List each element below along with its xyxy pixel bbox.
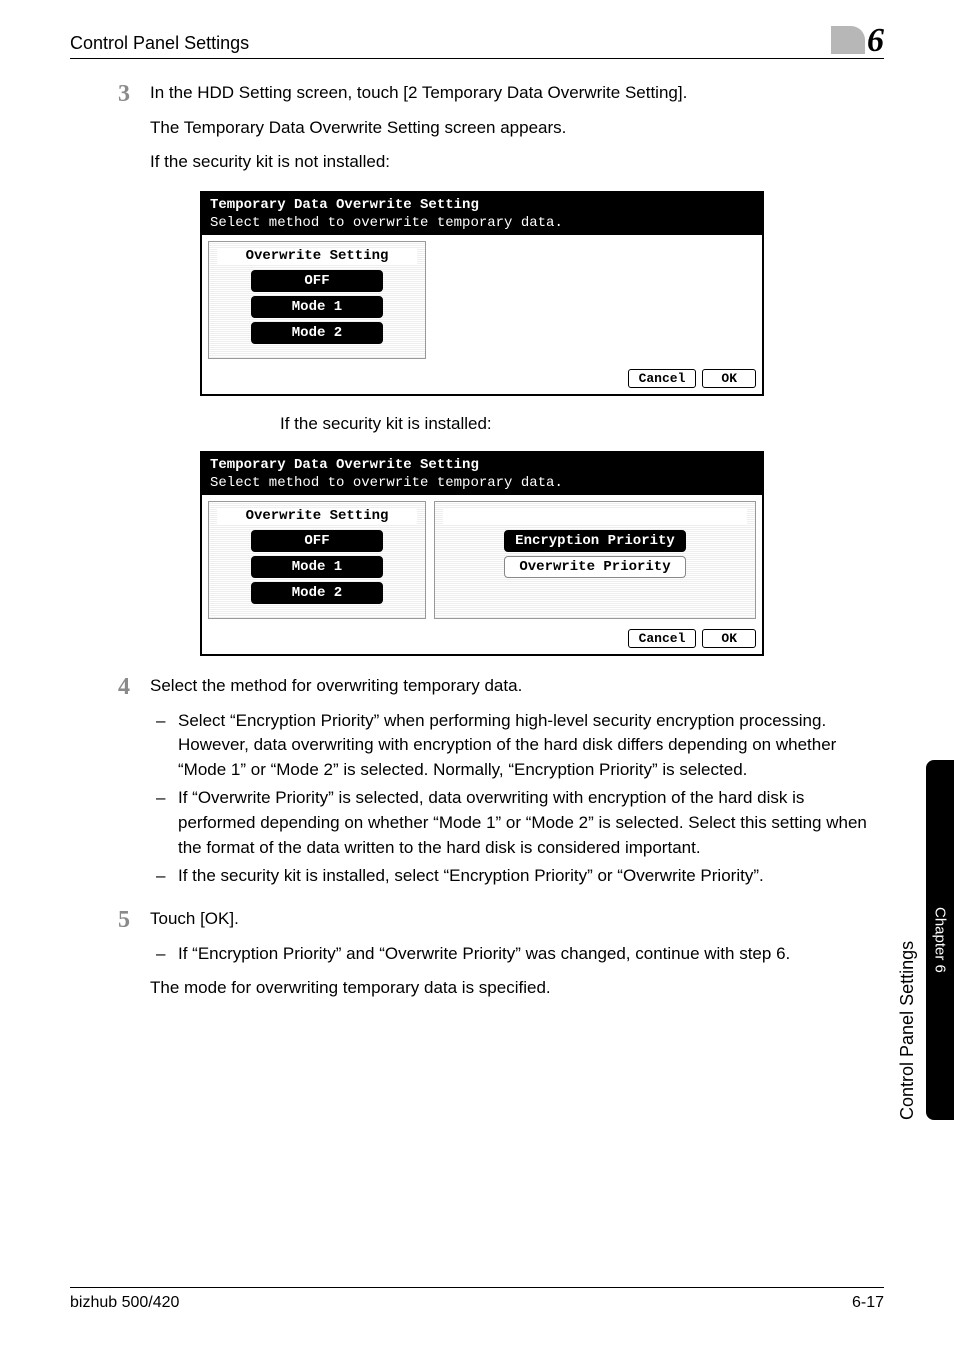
lcd-footer: Cancel OK xyxy=(202,625,762,654)
lcd-footer: Cancel OK xyxy=(202,365,762,394)
lcd-title: Temporary Data Overwrite Setting xyxy=(202,453,762,475)
step-number: 4 xyxy=(70,674,150,899)
group-title: Overwrite Setting xyxy=(217,508,417,524)
cancel-button[interactable]: Cancel xyxy=(628,629,697,648)
section-title: Control Panel Settings xyxy=(70,33,249,54)
lcd-subtitle: Select method to overwrite temporary dat… xyxy=(202,475,762,495)
lcd-title: Temporary Data Overwrite Setting xyxy=(202,193,762,215)
instruction-text: The mode for overwriting temporary data … xyxy=(150,976,884,1001)
side-tab-label: Chapter 6 xyxy=(932,907,949,973)
step-4: 4 Select the method for overwriting temp… xyxy=(70,674,884,899)
chapter-decoration xyxy=(831,26,865,54)
lcd-screenshot-1: Temporary Data Overwrite Setting Select … xyxy=(200,191,764,396)
step-body: Touch [OK]. If “Encryption Priority” and… xyxy=(150,907,884,1011)
step-3: 3 In the HDD Setting screen, touch [2 Te… xyxy=(70,81,884,185)
group-title xyxy=(443,508,747,524)
instruction-text: The Temporary Data Overwrite Setting scr… xyxy=(150,116,884,141)
footer-left: bizhub 500/420 xyxy=(70,1294,179,1312)
lcd-body: Overwrite Setting OFF Mode 1 Mode 2 xyxy=(202,235,762,365)
ok-button[interactable]: OK xyxy=(702,369,756,388)
bullet-item: Select “Encryption Priority” when perfor… xyxy=(178,709,884,783)
instruction-text: If the security kit is not installed: xyxy=(150,150,884,175)
lcd-subtitle: Select method to overwrite temporary dat… xyxy=(202,215,762,235)
bullet-item: If “Overwrite Priority” is selected, dat… xyxy=(178,786,884,860)
priority-group: Encryption Priority Overwrite Priority xyxy=(434,501,756,619)
off-button[interactable]: OFF xyxy=(251,270,383,292)
page-footer: bizhub 500/420 6-17 xyxy=(70,1287,884,1312)
instruction-text: Select the method for overwriting tempor… xyxy=(150,674,884,699)
cancel-button[interactable]: Cancel xyxy=(628,369,697,388)
off-button[interactable]: OFF xyxy=(251,530,383,552)
page-header: Control Panel Settings 6 xyxy=(70,24,884,59)
mode1-button[interactable]: Mode 1 xyxy=(251,556,383,578)
overwrite-setting-group: Overwrite Setting OFF Mode 1 Mode 2 xyxy=(208,241,426,359)
overwrite-priority-button[interactable]: Overwrite Priority xyxy=(504,556,686,578)
footer-right: 6-17 xyxy=(852,1294,884,1312)
step-body: In the HDD Setting screen, touch [2 Temp… xyxy=(150,81,884,185)
side-chapter-tab: Chapter 6 xyxy=(926,760,954,1120)
bullet-list: If “Encryption Priority” and “Overwrite … xyxy=(150,942,884,967)
lcd-spacer xyxy=(434,241,756,359)
step-number: 5 xyxy=(70,907,150,1011)
chapter-number: 6 xyxy=(867,24,884,58)
bullet-item: If the security kit is installed, select… xyxy=(178,864,884,889)
lcd-screenshot-2: Temporary Data Overwrite Setting Select … xyxy=(200,451,764,656)
step-number: 3 xyxy=(70,81,150,185)
mode2-button[interactable]: Mode 2 xyxy=(251,322,383,344)
encryption-priority-button[interactable]: Encryption Priority xyxy=(504,530,686,552)
overwrite-setting-group: Overwrite Setting OFF Mode 1 Mode 2 xyxy=(208,501,426,619)
mode1-button[interactable]: Mode 1 xyxy=(251,296,383,318)
instruction-text: Touch [OK]. xyxy=(150,907,884,932)
instruction-text: In the HDD Setting screen, touch [2 Temp… xyxy=(150,81,884,106)
ok-button[interactable]: OK xyxy=(702,629,756,648)
mode2-button[interactable]: Mode 2 xyxy=(251,582,383,604)
lcd-body: Overwrite Setting OFF Mode 1 Mode 2 Encr… xyxy=(202,495,762,625)
step-body: Select the method for overwriting tempor… xyxy=(150,674,884,899)
instruction-text: If the security kit is installed: xyxy=(280,414,884,434)
chapter-marker: 6 xyxy=(831,24,884,54)
group-title: Overwrite Setting xyxy=(217,248,417,264)
side-section-label: Control Panel Settings xyxy=(897,760,918,1120)
bullet-item: If “Encryption Priority” and “Overwrite … xyxy=(178,942,884,967)
bullet-list: Select “Encryption Priority” when perfor… xyxy=(150,709,884,889)
step-5: 5 Touch [OK]. If “Encryption Priority” a… xyxy=(70,907,884,1011)
